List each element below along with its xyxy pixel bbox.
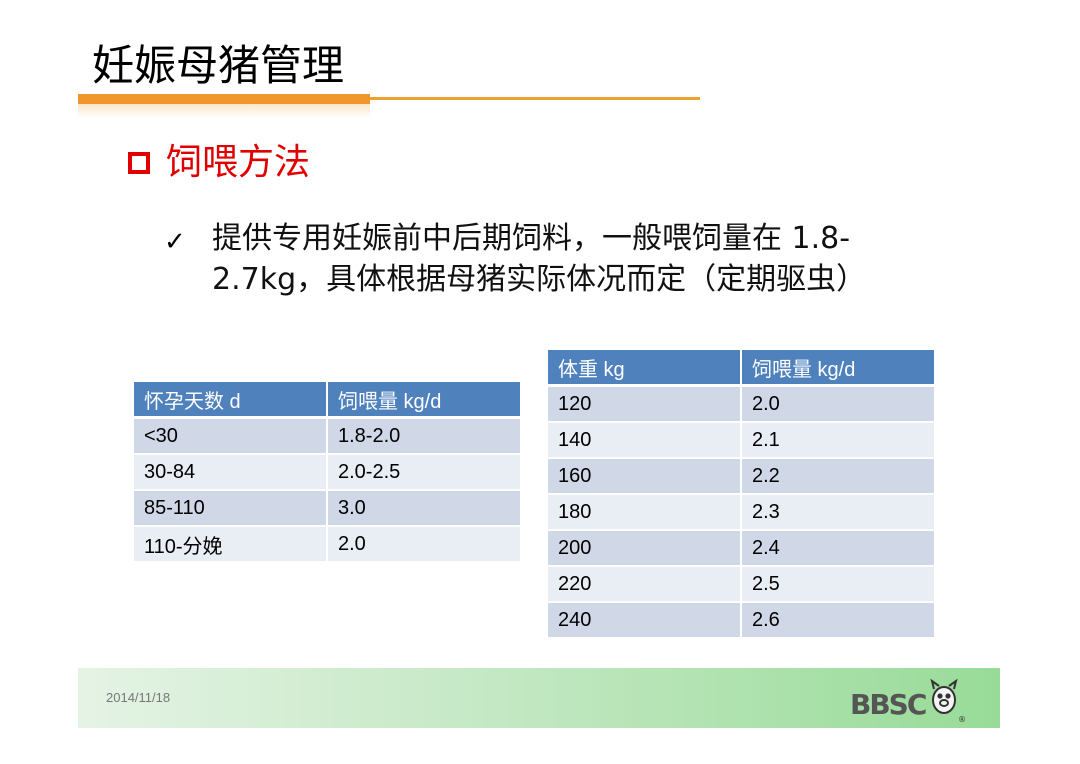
section-heading: 饲喂方法 [128,138,310,188]
table-cell: 2.0 [742,387,936,423]
table-cell: 120 [548,387,742,423]
table-cell: 2.6 [742,603,936,639]
table-cell: 2.3 [742,495,936,531]
table-cell: 2.5 [742,567,936,603]
table-header-cell: 怀孕天数 d [134,382,328,419]
table-cell: 200 [548,531,742,567]
table-cell: 220 [548,567,742,603]
table-header-cell: 饲喂量 kg/d [328,382,522,419]
table-row: 220 2.5 [548,567,936,603]
table-cell: 240 [548,603,742,639]
table-cell: 160 [548,459,742,495]
table-row: <30 1.8-2.0 [134,419,522,455]
table-cell: 110-分娩 [134,527,328,563]
footer-date: 2014/11/18 [106,690,171,705]
body-weight-table: 体重 kg 饲喂量 kg/d 120 2.0 140 2.1 160 2.2 1… [548,350,936,639]
table-row: 85-110 3.0 [134,491,522,527]
checkmark-icon: ✓ [164,227,186,257]
bbsc-logo: BBSC ® [850,678,966,724]
bullet-text: 提供专用妊娠前中后期饲料，一般喂饲量在 1.8-2.7kg，具体根据母猪实际体况… [212,221,867,297]
table-row: 30-84 2.0-2.5 [134,455,522,491]
pregnancy-days-table: 怀孕天数 d 饲喂量 kg/d <30 1.8-2.0 30-84 2.0-2.… [134,382,522,563]
table-row: 180 2.3 [548,495,936,531]
table-cell: 180 [548,495,742,531]
table-header-cell: 体重 kg [548,350,742,387]
logo-text: BBSC [850,688,926,721]
table-cell: 85-110 [134,491,328,527]
title-underline-accent [78,94,370,104]
table-cell: 140 [548,423,742,459]
table-header-cell: 饲喂量 kg/d [742,350,936,387]
registered-mark: ® [958,715,966,724]
table-cell: 2.2 [742,459,936,495]
table-cell: 30-84 [134,455,328,491]
section-label: 饲喂方法 [166,142,311,183]
table-row: 240 2.6 [548,603,936,639]
table-row: 200 2.4 [548,531,936,567]
table-cell: 2.1 [742,423,936,459]
table-row: 160 2.2 [548,459,936,495]
page-title: 妊娠母猪管理 [92,41,345,90]
table-cell: 3.0 [328,491,522,527]
square-bullet-icon [128,152,150,174]
table-cell: 2.0 [328,527,522,563]
footer-band [78,668,1000,728]
table-row: 110-分娩 2.0 [134,527,522,563]
table-cell: 2.4 [742,531,936,567]
table-row: 120 2.0 [548,387,936,423]
pig-mascot-icon [930,678,958,714]
table-row: 140 2.1 [548,423,936,459]
title-underline [78,97,700,100]
table-cell: 1.8-2.0 [328,419,522,455]
table-cell: <30 [134,419,328,455]
table-cell: 2.0-2.5 [328,455,522,491]
title-underline-shadow [78,104,370,118]
